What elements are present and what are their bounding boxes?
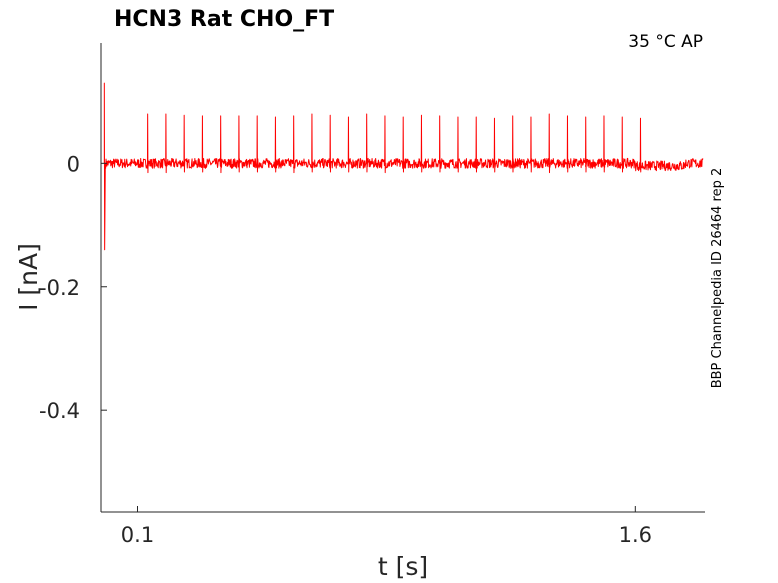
y-tick-label: 0 (67, 152, 80, 176)
temperature-protocol-annotation: 35 °C AP (628, 32, 703, 52)
x-tick-label: 0.1 (121, 523, 154, 547)
y-axis-ticks: 0 -0.2 -0.4 (39, 152, 107, 423)
x-axis-label: t [s] (378, 552, 428, 581)
chart-title: HCN3 Rat CHO_FT (114, 7, 334, 32)
current-trace-line (103, 82, 704, 251)
x-tick-label: 1.6 (619, 523, 652, 547)
y-tick-label: -0.2 (39, 276, 80, 300)
channelpedia-id-label: BBP Channelpedia ID 26464 rep 2 (710, 168, 725, 389)
y-tick-label: -0.4 (39, 399, 80, 423)
x-axis-ticks: 0.1 1.6 (121, 506, 652, 547)
plot-area (103, 82, 704, 251)
y-axis-label: I [nA] (14, 243, 43, 311)
